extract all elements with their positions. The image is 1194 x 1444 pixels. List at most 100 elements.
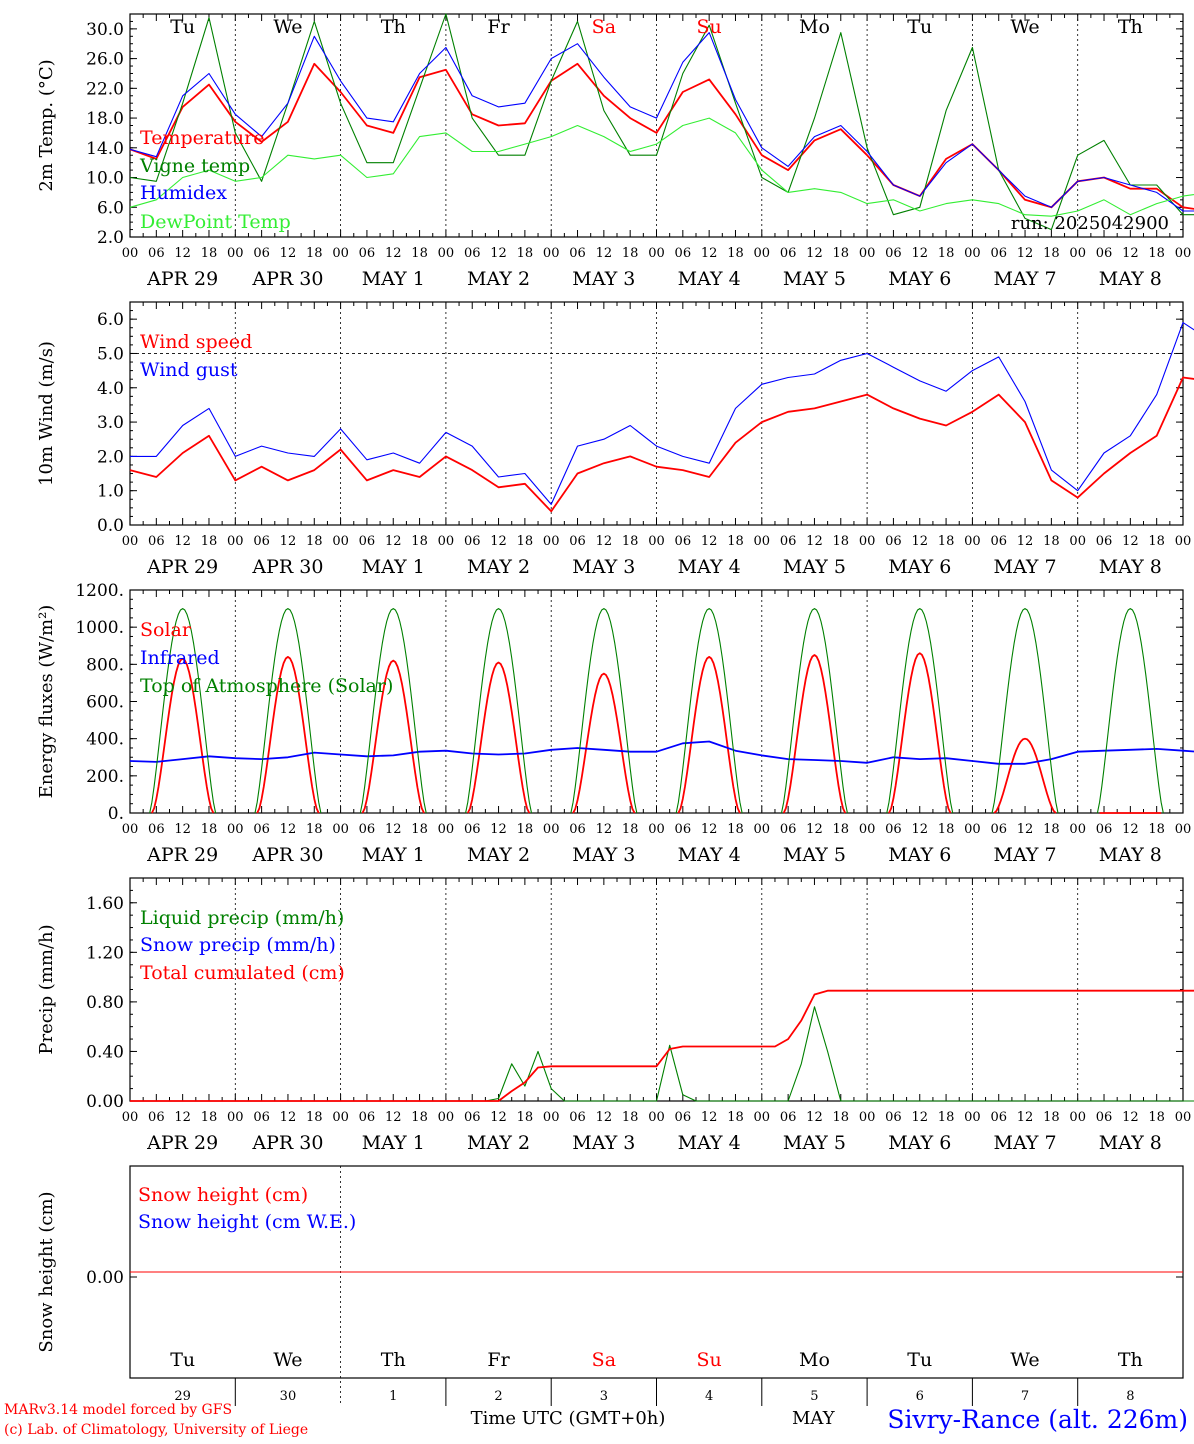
day-number: 7 bbox=[1021, 1389, 1029, 1404]
series-line-solar bbox=[151, 652, 1162, 814]
hour-label: 18 bbox=[411, 822, 428, 837]
hour-label: 18 bbox=[622, 822, 639, 837]
hour-label: 06 bbox=[464, 1110, 481, 1125]
legend-entry: Liquid precip (mm/h) bbox=[140, 907, 344, 929]
hour-label: 06 bbox=[148, 534, 165, 549]
hour-label: 12 bbox=[280, 246, 297, 261]
hour-label: 18 bbox=[306, 1110, 323, 1125]
day-number: 6 bbox=[916, 1389, 924, 1404]
date-label: MAY 6 bbox=[888, 1132, 951, 1154]
hour-label: 18 bbox=[201, 1110, 218, 1125]
day-name: Th bbox=[1118, 16, 1143, 38]
date-label: MAY 2 bbox=[467, 844, 530, 866]
series-line-dewpoint-temp bbox=[129, 117, 1194, 217]
day-name-bottom: We bbox=[273, 1349, 302, 1371]
hour-label: 00 bbox=[438, 246, 455, 261]
day-name-bottom: Th bbox=[1118, 1349, 1143, 1371]
y-tick-label: 1200. bbox=[75, 581, 124, 601]
hour-label: 00 bbox=[122, 1110, 139, 1125]
date-label: MAY 3 bbox=[572, 1132, 635, 1154]
y-axis-label: Energy fluxes (W/m²) bbox=[36, 605, 57, 799]
y-tick-label: 800. bbox=[86, 655, 124, 675]
hour-label: 06 bbox=[253, 822, 270, 837]
y-tick-label: 2.0 bbox=[97, 228, 124, 248]
hour-label: 00 bbox=[122, 534, 139, 549]
hour-label: 06 bbox=[990, 246, 1007, 261]
hour-label: 12 bbox=[385, 534, 402, 549]
date-label: APR 30 bbox=[251, 268, 323, 290]
y-tick-label: 1.0 bbox=[97, 482, 124, 502]
hour-label: 06 bbox=[780, 1110, 797, 1125]
hour-label: 00 bbox=[122, 822, 139, 837]
hour-label: 00 bbox=[754, 1110, 771, 1125]
hour-label: 06 bbox=[569, 822, 586, 837]
hour-label: 00 bbox=[227, 246, 244, 261]
y-tick-label: 5.0 bbox=[97, 344, 124, 364]
day-number: 3 bbox=[600, 1389, 608, 1404]
hour-label: 18 bbox=[833, 822, 850, 837]
date-label: MAY 4 bbox=[678, 556, 741, 578]
hour-label: 00 bbox=[332, 534, 349, 549]
date-label: MAY 6 bbox=[888, 844, 951, 866]
hour-label: 12 bbox=[174, 1110, 191, 1125]
hour-label: 00 bbox=[227, 1110, 244, 1125]
hour-label: 06 bbox=[885, 534, 902, 549]
y-tick-label: 22.0 bbox=[86, 79, 124, 99]
y-tick-label: 18.0 bbox=[86, 109, 124, 129]
legend-entry: DewPoint Temp bbox=[140, 211, 291, 233]
series-line-humidex bbox=[129, 32, 1194, 212]
day-name: Sa bbox=[592, 16, 616, 38]
day-name: Tu bbox=[170, 16, 195, 38]
date-label: MAY 2 bbox=[467, 556, 530, 578]
hour-label: 12 bbox=[911, 822, 928, 837]
hour-label: 18 bbox=[938, 246, 955, 261]
hour-label: 06 bbox=[990, 534, 1007, 549]
hour-label: 18 bbox=[411, 1110, 428, 1125]
hour-label: 12 bbox=[280, 1110, 297, 1125]
hour-label: 06 bbox=[990, 822, 1007, 837]
hour-label: 06 bbox=[464, 534, 481, 549]
y-tick-label: 1000. bbox=[75, 618, 124, 638]
hour-label: 00 bbox=[1175, 534, 1192, 549]
hour-label: 00 bbox=[227, 822, 244, 837]
hour-label: 00 bbox=[1175, 822, 1192, 837]
date-label: APR 29 bbox=[146, 268, 218, 290]
series-line-infrared bbox=[129, 740, 1194, 765]
hour-label: 00 bbox=[438, 822, 455, 837]
hour-label: 18 bbox=[938, 822, 955, 837]
legend-entry: Snow precip (mm/h) bbox=[140, 934, 336, 956]
day-number: 5 bbox=[810, 1389, 818, 1404]
day-name-bottom: Fr bbox=[487, 1349, 510, 1371]
hour-label: 00 bbox=[543, 1110, 560, 1125]
hour-label: 00 bbox=[122, 246, 139, 261]
time-axis-label: Time UTC (GMT+0h) bbox=[471, 1408, 666, 1429]
date-label: MAY 4 bbox=[678, 268, 741, 290]
hour-label: 18 bbox=[1148, 246, 1165, 261]
hour-label: 00 bbox=[543, 534, 560, 549]
series-line-wind-gust bbox=[130, 322, 1194, 505]
hour-label: 18 bbox=[411, 246, 428, 261]
hour-label: 12 bbox=[701, 822, 718, 837]
hour-label: 18 bbox=[622, 534, 639, 549]
hour-label: 12 bbox=[911, 246, 928, 261]
hour-label: 00 bbox=[859, 1110, 876, 1125]
hour-label: 12 bbox=[701, 246, 718, 261]
hour-label: 06 bbox=[569, 246, 586, 261]
hour-label: 18 bbox=[727, 246, 744, 261]
hour-label: 00 bbox=[1069, 1110, 1086, 1125]
hour-label: 06 bbox=[675, 246, 692, 261]
date-label: MAY 1 bbox=[362, 268, 425, 290]
y-tick-label: 26.0 bbox=[86, 50, 124, 70]
series-line-vigne-temp bbox=[129, 13, 1194, 231]
y-tick-label: 0. bbox=[108, 804, 124, 824]
hour-label: 18 bbox=[1043, 246, 1060, 261]
date-label: MAY 5 bbox=[783, 1132, 846, 1154]
hour-label: 18 bbox=[201, 534, 218, 549]
hour-label: 00 bbox=[543, 822, 560, 837]
hour-label: 00 bbox=[332, 822, 349, 837]
hour-label: 00 bbox=[227, 534, 244, 549]
day-number: 8 bbox=[1126, 1389, 1134, 1404]
date-label: MAY 6 bbox=[888, 268, 951, 290]
hour-label: 00 bbox=[754, 534, 771, 549]
